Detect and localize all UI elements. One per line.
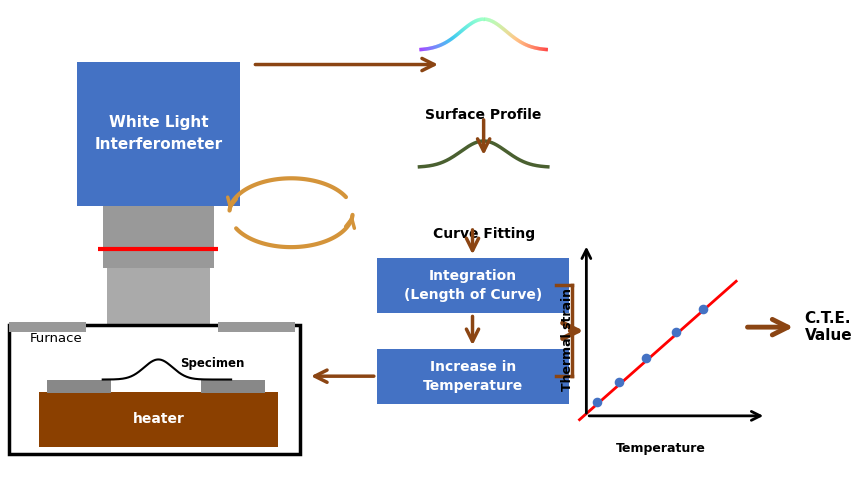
Text: C.T.E.
Value: C.T.E. Value (805, 311, 853, 343)
FancyBboxPatch shape (107, 268, 210, 325)
Point (590, 398, 603, 406)
Point (613, 379, 627, 386)
Text: Increase in
Temperature: Increase in Temperature (423, 360, 523, 392)
FancyBboxPatch shape (77, 62, 240, 206)
FancyBboxPatch shape (103, 206, 214, 268)
FancyBboxPatch shape (9, 322, 86, 332)
FancyBboxPatch shape (9, 325, 300, 454)
FancyBboxPatch shape (47, 380, 111, 393)
Text: Integration
(Length of Curve): Integration (Length of Curve) (404, 270, 542, 302)
FancyBboxPatch shape (39, 392, 278, 447)
FancyBboxPatch shape (377, 258, 569, 313)
Point (639, 354, 653, 361)
FancyBboxPatch shape (201, 380, 265, 393)
Point (696, 305, 710, 313)
Text: Surface Profile: Surface Profile (425, 108, 542, 121)
Text: Specimen: Specimen (180, 357, 244, 370)
Text: Temperature: Temperature (616, 442, 706, 455)
FancyBboxPatch shape (218, 322, 295, 332)
Text: Furnace: Furnace (30, 332, 83, 345)
Text: White Light
Interferometer: White Light Interferometer (94, 115, 223, 152)
Text: Curve Fitting: Curve Fitting (432, 227, 535, 241)
FancyBboxPatch shape (377, 349, 569, 404)
Text: Thermal strain: Thermal strain (561, 288, 574, 391)
Point (669, 328, 683, 336)
Text: heater: heater (133, 412, 184, 426)
